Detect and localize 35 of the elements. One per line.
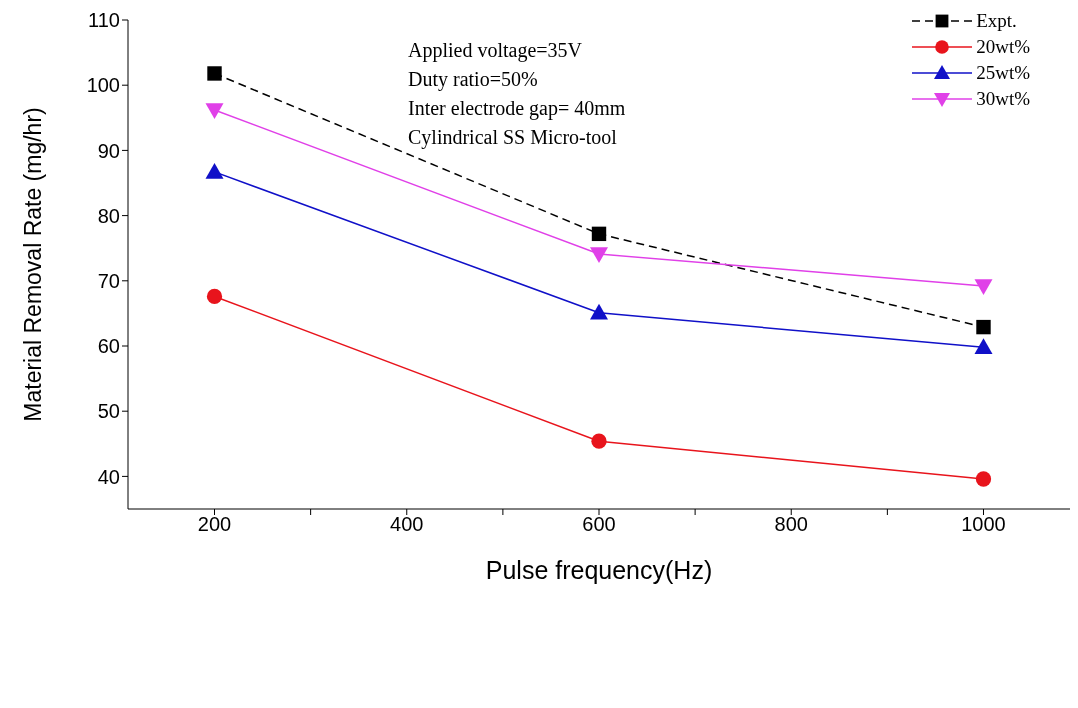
y-tick-label: 70: [97, 269, 120, 292]
legend-label: Expt.: [976, 10, 1017, 32]
y-tick-label: 90: [97, 139, 120, 162]
y-axis-title: Material Removal Rate (mg/hr): [20, 107, 47, 422]
annotation: Inter electrode gap= 40mm: [408, 96, 626, 122]
y-tick-label: 40: [97, 465, 120, 488]
point: [975, 471, 992, 487]
y-tick-label: 80: [97, 204, 120, 227]
annotation: Cylindrical SS Micro-tool: [408, 125, 618, 151]
point: [591, 226, 607, 242]
y-tick-label: 50: [97, 400, 120, 423]
legend-label: 30wt%: [976, 88, 1030, 110]
y-tick-label: 60: [97, 335, 120, 358]
x-tick-label: 1000: [961, 513, 1006, 536]
annotation: Duty ratio=50%: [408, 67, 539, 93]
point: [974, 338, 993, 355]
point: [590, 303, 608, 320]
annotation: Applied voltage=35V: [408, 38, 584, 64]
x-tick-label: 200: [197, 513, 232, 536]
y-tick-label: 100: [86, 74, 120, 97]
x-axis-title: Pulse frequency(Hz): [485, 556, 713, 584]
point: [205, 162, 224, 179]
point: [207, 66, 222, 81]
point: [591, 433, 607, 449]
x-tick-label: 800: [774, 513, 808, 536]
point: [206, 288, 223, 305]
legend-label: 25wt%: [976, 62, 1030, 84]
x-tick-label: 400: [390, 513, 424, 536]
legend-label: 20wt%: [976, 36, 1030, 58]
x-tick-label: 600: [582, 513, 616, 536]
point: [976, 319, 991, 335]
point: [205, 103, 224, 119]
point: [590, 247, 608, 264]
y-tick-label: 110: [88, 9, 120, 32]
point: [974, 279, 993, 296]
